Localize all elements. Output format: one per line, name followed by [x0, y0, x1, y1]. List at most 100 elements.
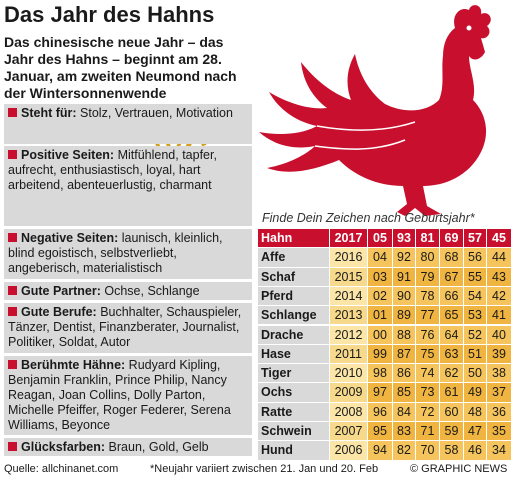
table-cell: 70	[416, 441, 440, 461]
table-cell: Schlange	[258, 306, 330, 326]
panel: Glücksfarben: Braun, Gold, Gelb	[4, 438, 252, 456]
table-cell: 47	[464, 422, 487, 442]
panel: Gute Berufe: Buchhalter, Schauspieler, T…	[4, 303, 252, 353]
table-cell: 56	[464, 248, 487, 268]
table-cell: 2010	[330, 364, 368, 384]
table-cell: 84	[393, 402, 416, 422]
table-cell: 55	[464, 267, 487, 287]
table-cell: 71	[416, 422, 440, 442]
panel-label: Positive Seiten:	[21, 148, 115, 162]
table-cell: Schwein	[258, 422, 330, 442]
header-cell: 57	[464, 229, 487, 249]
table-cell: 49	[464, 383, 487, 403]
source: Quelle: allchinanet.com	[4, 463, 119, 475]
table-cell: 02	[368, 286, 393, 307]
bullet	[8, 286, 17, 295]
header-cell: Hahn	[258, 229, 330, 249]
panel-text: Stolz, Vertrauen, Motivation	[80, 106, 233, 120]
table-cell: 77	[416, 306, 440, 326]
panel-label: Berühmte Hähne:	[21, 358, 126, 372]
table-cell: 82	[393, 441, 416, 461]
table-cell: 37	[487, 383, 512, 403]
table-cell: Tiger	[258, 364, 330, 384]
header-cell: 45	[487, 229, 512, 249]
table-cell: 41	[487, 306, 512, 326]
table-cell: 2006	[330, 441, 368, 461]
bullet	[8, 360, 17, 369]
table-cell: 40	[487, 325, 512, 345]
table-cell: 91	[393, 267, 416, 287]
table-cell: 66	[440, 286, 464, 307]
table-cell: 96	[368, 402, 393, 422]
table-caption: Finde Dein Zeichen nach Geburtsjahr*	[262, 211, 475, 225]
table-cell: 78	[416, 286, 440, 307]
panel-label: Steht für:	[21, 106, 77, 120]
rooster-illustration	[259, 5, 491, 216]
table-cell: 79	[416, 267, 440, 287]
table-cell: 97	[368, 383, 393, 403]
table-cell: 87	[393, 344, 416, 365]
table-cell: Ratte	[258, 402, 330, 422]
table-cell: Affe	[258, 248, 330, 268]
table-cell: 95	[368, 422, 393, 442]
table-cell: 2016	[330, 248, 368, 268]
header-cell: 81	[416, 229, 440, 249]
table-cell: 46	[464, 441, 487, 461]
table-cell: 51	[464, 344, 487, 365]
table-cell: Schaf	[258, 267, 330, 287]
table-cell: 68	[440, 248, 464, 268]
table-cell: 74	[416, 364, 440, 384]
table-cell: 58	[440, 441, 464, 461]
table-cell: Pferd	[258, 286, 330, 307]
table-cell: 2013	[330, 306, 368, 326]
table-cell: 44	[487, 248, 512, 268]
header-cell: 2017	[330, 229, 368, 249]
table-cell: 75	[416, 344, 440, 365]
table-cell: 60	[440, 402, 464, 422]
header-cell: 69	[440, 229, 464, 249]
table-cell: Ochs	[258, 383, 330, 403]
panel-text: Mitfühlend, tapfer, aufrecht, enthusiast…	[8, 148, 217, 192]
table-cell: 03	[368, 267, 393, 287]
table-cell: 2011	[330, 344, 368, 365]
table-cell: 80	[416, 248, 440, 268]
table-cell: 42	[487, 286, 512, 307]
bullet	[8, 150, 17, 159]
table-cell: 67	[440, 267, 464, 287]
title: Das Jahr des Hahns	[4, 2, 215, 27]
table-cell: 38	[487, 364, 512, 384]
footnote: *Neujahr variiert zwischen 21. Jan und 2…	[150, 463, 379, 475]
panel: Steht für: Stolz, Vertrauen, Motivation	[4, 104, 252, 144]
table-cell: 89	[393, 306, 416, 326]
credit: © GRAPHIC NEWS	[410, 463, 508, 475]
table-cell: 48	[464, 402, 487, 422]
table-cell: 43	[487, 267, 512, 287]
table-cell: 88	[393, 325, 416, 345]
header-cell: 05	[368, 229, 393, 249]
table-cell: 01	[368, 306, 393, 326]
table-cell: 63	[440, 344, 464, 365]
panel-label: Gute Berufe:	[21, 305, 97, 319]
panel-label: Glücksfarben:	[21, 440, 106, 454]
table-cell: 98	[368, 364, 393, 384]
panel: Berühmte Hähne: Rudyard Kipling, Benjami…	[4, 356, 252, 435]
panel: Gute Partner: Ochse, Schlange	[4, 282, 252, 300]
subtitle: Das chinesische neue Jahr – das Jahr des…	[4, 34, 237, 101]
table-cell: 2014	[330, 286, 368, 307]
header-cell: 93	[393, 229, 416, 249]
table-cell: Hase	[258, 344, 330, 365]
table-cell: 61	[440, 383, 464, 403]
table-cell: 52	[464, 325, 487, 345]
table-cell: 64	[440, 325, 464, 345]
bullet	[8, 108, 17, 117]
table-cell: 39	[487, 344, 512, 365]
table-cell: 92	[393, 248, 416, 268]
table-cell: 2015	[330, 267, 368, 287]
table-cell: 72	[416, 402, 440, 422]
table-cell: 2007	[330, 422, 368, 442]
panel-text: Rudyard Kipling, Benjamin Franklin, Prin…	[8, 358, 231, 432]
panel-text: Buchhalter, Schauspieler, Tänzer, Dentis…	[8, 305, 242, 349]
panel-label: Negative Seiten:	[21, 231, 119, 245]
table-cell: 04	[368, 248, 393, 268]
